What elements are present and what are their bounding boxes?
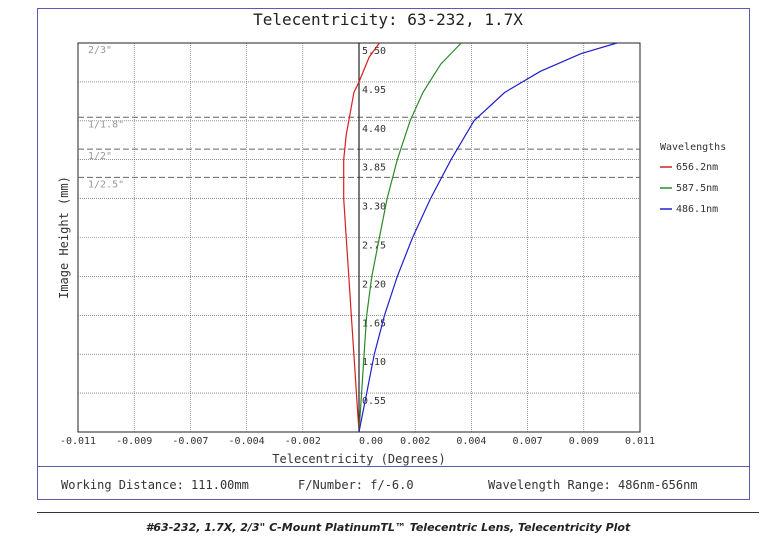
x-tick-label: 0.00 [359, 436, 383, 447]
x-tick-label: 0.004 [456, 436, 486, 447]
caption-divider [37, 512, 759, 513]
y-tick-label: 1.10 [362, 357, 386, 368]
x-tick-label: -0.002 [285, 436, 321, 447]
x-tick-label: 0.011 [625, 436, 655, 447]
x-tick-label: -0.011 [60, 436, 96, 447]
x-tick-label: -0.009 [116, 436, 152, 447]
y-tick-label: 3.30 [362, 202, 386, 213]
footer-divider [37, 466, 750, 467]
y-tick-label: 0.55 [362, 396, 386, 407]
legend-entry: 486.1nm [676, 204, 718, 215]
y-tick-label: 3.85 [362, 163, 386, 174]
wavelength-range-label: Wavelength Range: 486nm-656nm [488, 478, 698, 492]
legend-title: Wavelengths [660, 142, 726, 153]
series-line [343, 42, 380, 433]
sensor-format-label: 1/2.5" [88, 179, 124, 190]
y-tick-label: 2.75 [362, 241, 386, 252]
sensor-format-label: 2/3" [88, 45, 112, 56]
working-distance-label: Working Distance: 111.00mm [61, 478, 249, 492]
sensor-format-label: 1/2" [88, 151, 112, 162]
x-axis-label: Telecentricity (Degrees) [272, 452, 445, 466]
y-axis-label: Image Height (mm) [57, 176, 71, 299]
chart-frame [37, 8, 750, 500]
chart-title: Telecentricity: 63-232, 1.7X [253, 10, 523, 29]
legend-entry: 656.2nm [676, 162, 718, 173]
series-line [358, 42, 462, 433]
y-tick-label: 1.65 [362, 318, 386, 329]
figure-caption: #63-232, 1.7X, 2/3" C-Mount PlatinumTL™ … [145, 521, 631, 534]
y-tick-label: 4.40 [362, 124, 386, 135]
f-number-label: F/Number: f/-6.0 [298, 478, 414, 492]
y-tick-label: 4.95 [362, 85, 386, 96]
x-tick-label: -0.004 [229, 436, 265, 447]
legend-entry: 587.5nm [676, 183, 718, 194]
series-line [358, 42, 618, 433]
x-tick-label: 0.007 [513, 436, 543, 447]
x-tick-label: 0.009 [569, 436, 599, 447]
x-tick-label: 0.002 [400, 436, 430, 447]
sensor-format-label: 1/1.8" [88, 119, 124, 130]
x-tick-label: -0.007 [172, 436, 208, 447]
y-tick-label: 2.20 [362, 279, 386, 290]
y-tick-label: 5.50 [362, 46, 386, 57]
